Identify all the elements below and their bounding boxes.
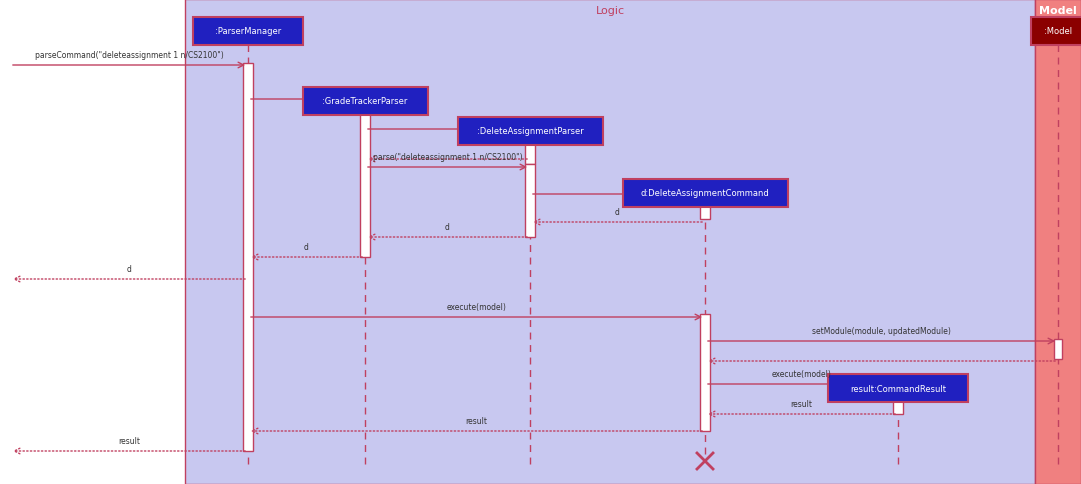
- Text: setModule(module, updatedModule): setModule(module, updatedModule): [812, 327, 951, 335]
- Bar: [360, 100, 370, 257]
- Bar: [457, 118, 602, 146]
- Text: :GradeTrackerParser: :GradeTrackerParser: [322, 97, 408, 106]
- Text: :DeleteAssignmentParser: :DeleteAssignmentParser: [477, 127, 584, 136]
- Bar: [623, 180, 787, 208]
- Text: execute(model): execute(model): [446, 302, 506, 312]
- Bar: [700, 314, 710, 431]
- Bar: [1054, 339, 1062, 359]
- Text: d: d: [615, 208, 619, 217]
- Text: :Model: :Model: [1044, 28, 1072, 36]
- Text: Logic: Logic: [596, 6, 625, 16]
- Bar: [243, 64, 253, 451]
- Text: result: result: [790, 399, 813, 408]
- Text: parse("deleteassignment 1 n/CS2100"): parse("deleteassignment 1 n/CS2100"): [373, 153, 522, 162]
- Text: result: result: [466, 416, 488, 425]
- Bar: [303, 88, 427, 116]
- Bar: [1035, 0, 1081, 484]
- Bar: [185, 0, 1035, 484]
- Text: parseCommand("deleteassignment 1 n/CS2100"): parseCommand("deleteassignment 1 n/CS210…: [35, 51, 224, 60]
- Text: d:DeleteAssignmentCommand: d:DeleteAssignmentCommand: [641, 189, 770, 198]
- Bar: [525, 165, 535, 238]
- Bar: [193, 18, 303, 46]
- Bar: [893, 384, 903, 414]
- Text: result:CommandResult: result:CommandResult: [850, 384, 946, 393]
- Text: d: d: [126, 265, 132, 273]
- Text: :ParserManager: :ParserManager: [215, 28, 281, 36]
- Text: d: d: [304, 242, 309, 252]
- Bar: [828, 374, 967, 402]
- Bar: [1030, 18, 1081, 46]
- Text: d: d: [445, 223, 450, 232]
- Text: Model: Model: [1039, 6, 1077, 16]
- Bar: [525, 128, 535, 165]
- Bar: [700, 192, 710, 220]
- Text: execute(model): execute(model): [772, 369, 831, 378]
- Text: result: result: [118, 436, 141, 445]
